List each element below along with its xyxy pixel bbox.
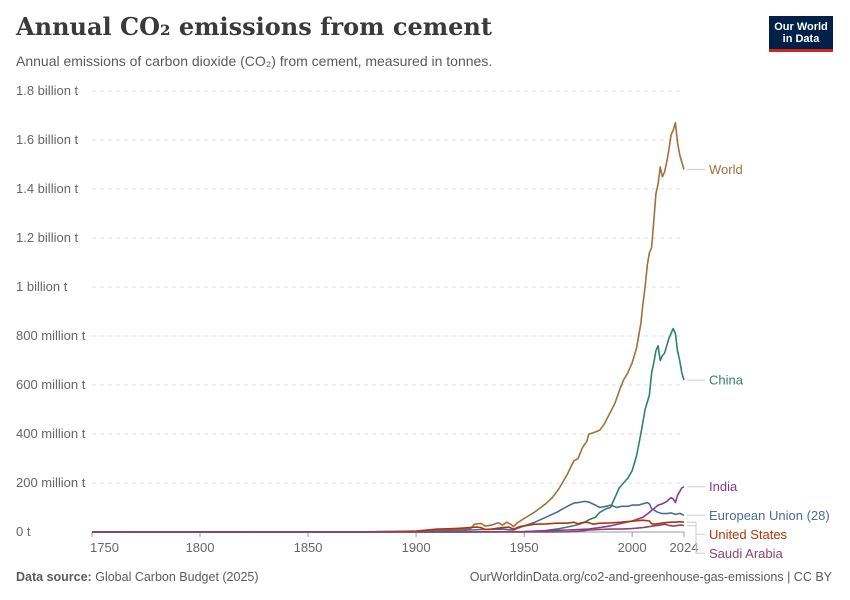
chart-title: Annual CO₂ emissions from cement — [16, 12, 492, 41]
legend-label[interactable]: China — [709, 373, 744, 388]
series-line-united-states[interactable] — [91, 519, 685, 533]
legend-label[interactable]: Saudi Arabia — [709, 546, 783, 561]
y-tick-label: 0 t — [16, 524, 31, 539]
y-tick-label: 800 million t — [16, 328, 86, 343]
legend-label[interactable]: United States — [709, 527, 788, 542]
x-tick-label: 1900 — [402, 540, 431, 555]
x-tick-label: 1750 — [90, 540, 119, 555]
y-tick-label: 1.4 billion t — [16, 181, 79, 196]
series-line-saudi-arabia[interactable] — [92, 523, 685, 533]
legend-label[interactable]: India — [709, 479, 738, 494]
data-source-label: Data source: — [16, 570, 92, 584]
legend-connector — [687, 525, 705, 554]
y-tick-label: 600 million t — [16, 377, 86, 392]
y-tick-label: 1.2 billion t — [16, 230, 79, 245]
legend-label[interactable]: World — [709, 162, 743, 177]
logo-line1: Our World — [774, 21, 828, 33]
x-tick-label: 2000 — [618, 540, 647, 555]
series-line-world[interactable] — [91, 122, 685, 533]
y-tick-label: 400 million t — [16, 426, 86, 441]
y-tick-label: 1.6 billion t — [16, 132, 79, 147]
series-line-china[interactable] — [92, 327, 685, 533]
footer-url[interactable]: OurWorldinData.org/co2-and-greenhouse-ga… — [469, 570, 832, 584]
logo-line2: in Data — [782, 33, 820, 45]
series-line-india[interactable] — [92, 485, 685, 533]
x-tick-label: 1850 — [294, 540, 323, 555]
owid-logo[interactable]: Our World in Data — [769, 16, 833, 52]
y-tick-label: 200 million t — [16, 475, 86, 490]
series-line-european-union-28[interactable] — [91, 500, 685, 533]
y-tick-label: 1.8 billion t — [16, 83, 79, 98]
chart-subtitle: Annual emissions of carbon dioxide (CO₂)… — [16, 53, 493, 69]
series-layer — [91, 122, 685, 533]
y-tick-label: 1 billion t — [16, 279, 68, 294]
legend-layer: World China India European Union (28) United… — [687, 162, 830, 561]
grid-layer: 0 t 200 million t 400 million t 600 million… — [16, 83, 684, 539]
legend-label[interactable]: European Union (28) — [709, 508, 830, 523]
data-source-value[interactable]: Global Carbon Budget (2025) — [95, 570, 259, 584]
x-axis: 1750 1800 1850 1900 1950 2000 2024 — [90, 532, 698, 555]
data-source: Data source: Global Carbon Budget (2025) — [16, 570, 259, 584]
x-tick-label: 1950 — [510, 540, 539, 555]
x-tick-label: 2024 — [670, 540, 699, 555]
x-tick-label: 1800 — [186, 540, 215, 555]
